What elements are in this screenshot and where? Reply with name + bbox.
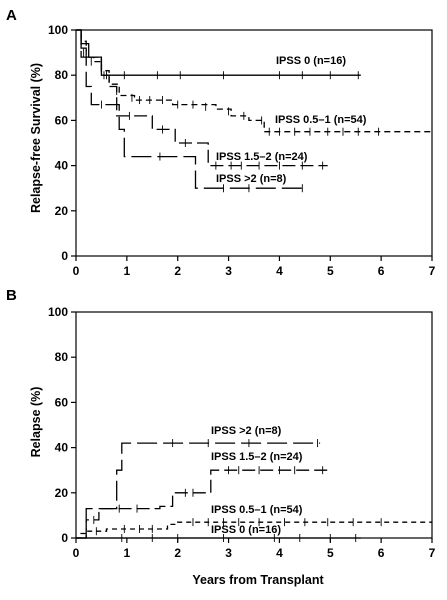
y-axis-title-a: Relapse-free Survival (%) (29, 63, 43, 213)
curves-b (76, 439, 432, 542)
y-tick-label: 100 (48, 305, 68, 319)
series-line (76, 469, 328, 539)
series-line (76, 29, 308, 189)
curves-a (76, 29, 432, 193)
plot-frame-a (75, 29, 433, 257)
series-label: IPSS >2 (n=8) (216, 173, 287, 185)
series-label: IPSS 1.5–2 (n=24) (211, 451, 303, 463)
x-tick-label: 4 (276, 546, 283, 560)
x-tick-label: 2 (174, 264, 181, 278)
x-tick-label: 1 (124, 546, 131, 560)
series-line (76, 29, 361, 76)
x-axis-title: Years from Transplant (192, 573, 324, 587)
series-line (76, 521, 432, 539)
series-labels-a: IPSS 0 (n=16) IPSS 0.5–1 (n=54) IPSS 1.5… (216, 55, 367, 185)
y-tick-label: 60 (55, 395, 69, 409)
series-label: IPSS 0 (n=16) (276, 55, 346, 67)
x-tick-label: 1 (124, 264, 131, 278)
series-label: IPSS 0 (n=16) (211, 524, 281, 536)
x-tick-label: 3 (225, 546, 232, 560)
x-tick-label: 4 (276, 264, 283, 278)
axes-a: 0 1 2 3 4 5 6 7 0 20 40 60 80 100 (48, 23, 436, 278)
y-tick-label: 40 (55, 441, 69, 455)
x-tick-label: 6 (378, 546, 385, 560)
series-label: IPSS 0.5–1 (n=54) (211, 504, 303, 516)
series-line (76, 29, 328, 167)
series-label: IPSS >2 (n=8) (211, 425, 282, 437)
y-tick-label: 80 (55, 350, 69, 364)
y-tick-label: 0 (61, 531, 68, 545)
panel-a: A Relapse-free Survival (%) 0 1 2 3 4 5 6 7 0 20 4… (6, 7, 436, 278)
x-tick-label: 5 (327, 546, 334, 560)
y-tick-label: 60 (55, 113, 69, 127)
x-tick-label: 2 (174, 546, 181, 560)
x-tick-label: 7 (429, 264, 436, 278)
x-tick-label: 6 (378, 264, 385, 278)
series-labels-b: IPSS >2 (n=8) IPSS 1.5–2 (n=24) IPSS 0.5… (211, 425, 303, 536)
x-tick-label: 7 (429, 546, 436, 560)
y-tick-label: 0 (61, 249, 68, 263)
panel-letter-b: B (6, 287, 17, 304)
y-tick-label: 100 (48, 23, 68, 37)
x-tick-label: 3 (225, 264, 232, 278)
panel-b: B Relapse (%) 0 1 2 3 4 5 6 7 0 20 40 60 80 100 IPSS … (6, 287, 436, 587)
y-tick-label: 20 (55, 486, 69, 500)
y-tick-label: 80 (55, 68, 69, 82)
x-tick-label: 0 (73, 264, 80, 278)
series-line (76, 29, 432, 133)
x-tick-label: 0 (73, 546, 80, 560)
series-label: IPSS 0.5–1 (n=54) (275, 114, 367, 126)
panel-letter-a: A (6, 7, 17, 24)
series-label: IPSS 1.5–2 (n=24) (216, 151, 308, 163)
y-tick-label: 40 (55, 159, 69, 173)
y-tick-label: 20 (55, 204, 69, 218)
y-axis-title-b: Relapse (%) (29, 387, 43, 458)
x-tick-label: 5 (327, 264, 334, 278)
